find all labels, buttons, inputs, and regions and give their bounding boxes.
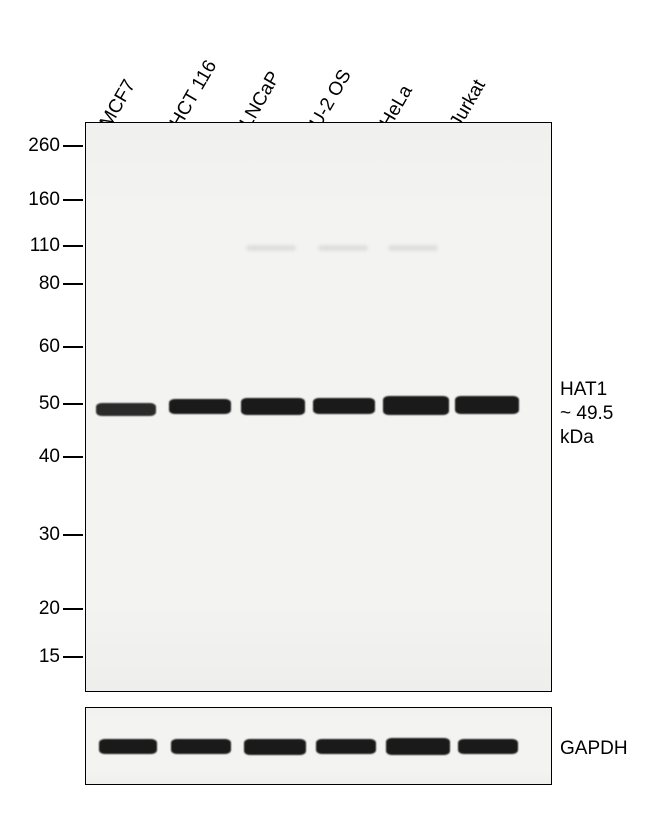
target-label: HAT1 ~ 49.5 kDa xyxy=(560,378,650,449)
mw-tick xyxy=(63,199,83,201)
mw-label: 40 xyxy=(22,446,60,468)
loading-blot-panel xyxy=(85,707,552,785)
hat1-band xyxy=(241,398,305,415)
gapdh-band xyxy=(171,739,231,754)
mw-tick xyxy=(63,608,83,610)
mw-tick xyxy=(63,656,83,658)
mw-label: 80 xyxy=(22,273,60,295)
hat1-band xyxy=(169,399,231,414)
hat1-band xyxy=(313,398,375,414)
mw-label: 110 xyxy=(22,235,60,257)
loading-control-label: GAPDH xyxy=(560,737,628,761)
mw-tick xyxy=(63,245,83,247)
mw-label: 260 xyxy=(22,135,60,157)
faint-band xyxy=(388,245,438,251)
mw-label: 30 xyxy=(22,524,60,546)
mw-tick xyxy=(63,283,83,285)
faint-band xyxy=(318,245,368,251)
hat1-band xyxy=(455,396,519,414)
mw-tick xyxy=(63,456,83,458)
gapdh-band xyxy=(316,739,376,754)
mw-label: 50 xyxy=(22,393,60,415)
mw-tick xyxy=(63,403,83,405)
gapdh-band xyxy=(386,738,450,755)
mw-tick xyxy=(63,346,83,348)
faint-band xyxy=(246,245,296,251)
main-blot-panel xyxy=(85,122,552,692)
mw-label: 20 xyxy=(22,598,60,620)
target-mw: ~ 49.5 kDa xyxy=(560,402,650,450)
gapdh-band xyxy=(99,739,157,754)
gapdh-band xyxy=(458,739,518,754)
mw-label: 160 xyxy=(22,189,60,211)
lane-label: HCT 116 xyxy=(166,57,222,132)
mw-tick xyxy=(63,145,83,147)
mw-tick xyxy=(63,534,83,536)
hat1-band xyxy=(96,403,156,416)
mw-label: 15 xyxy=(22,646,60,668)
hat1-band xyxy=(383,396,449,415)
western-blot-figure: MCF7 HCT 116 LNCaP U-2 OS HeLa Jurkat 26… xyxy=(0,0,650,821)
mw-label: 60 xyxy=(22,336,60,358)
target-name: HAT1 xyxy=(560,378,650,402)
gapdh-band xyxy=(244,739,306,755)
